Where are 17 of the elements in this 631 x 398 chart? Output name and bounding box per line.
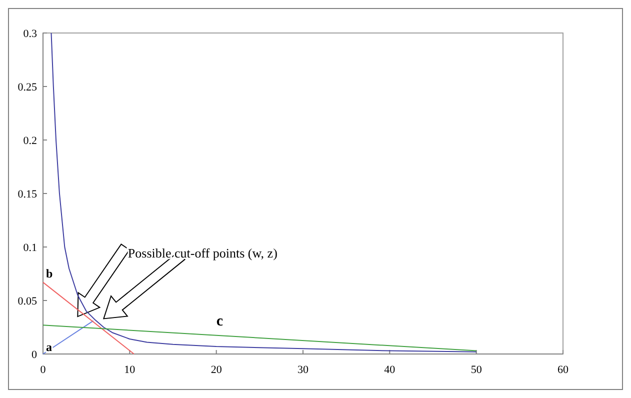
y-tick-label: 0.25 — [18, 82, 38, 94]
x-tick-label: 20 — [210, 364, 222, 376]
x-tick-label: 0 — [40, 364, 46, 376]
series-label: b — [46, 266, 53, 280]
x-tick-label: 30 — [298, 364, 309, 376]
y-tick-label: 0.1 — [23, 242, 37, 254]
y-tick-label: 0 — [32, 349, 38, 361]
x-tick-label: 50 — [470, 364, 482, 376]
y-tick-label: 0.05 — [18, 296, 38, 308]
line-series — [50, 32, 477, 352]
x-tick-label: 40 — [384, 364, 396, 376]
y-tick-label: 0.2 — [23, 135, 37, 147]
x-tick-label: 10 — [124, 364, 136, 376]
x-tick-label: 60 — [558, 364, 569, 376]
series-label: c — [216, 313, 224, 330]
y-tick-label: 0.15 — [18, 188, 38, 200]
y-tick-label: 0.3 — [23, 28, 38, 40]
